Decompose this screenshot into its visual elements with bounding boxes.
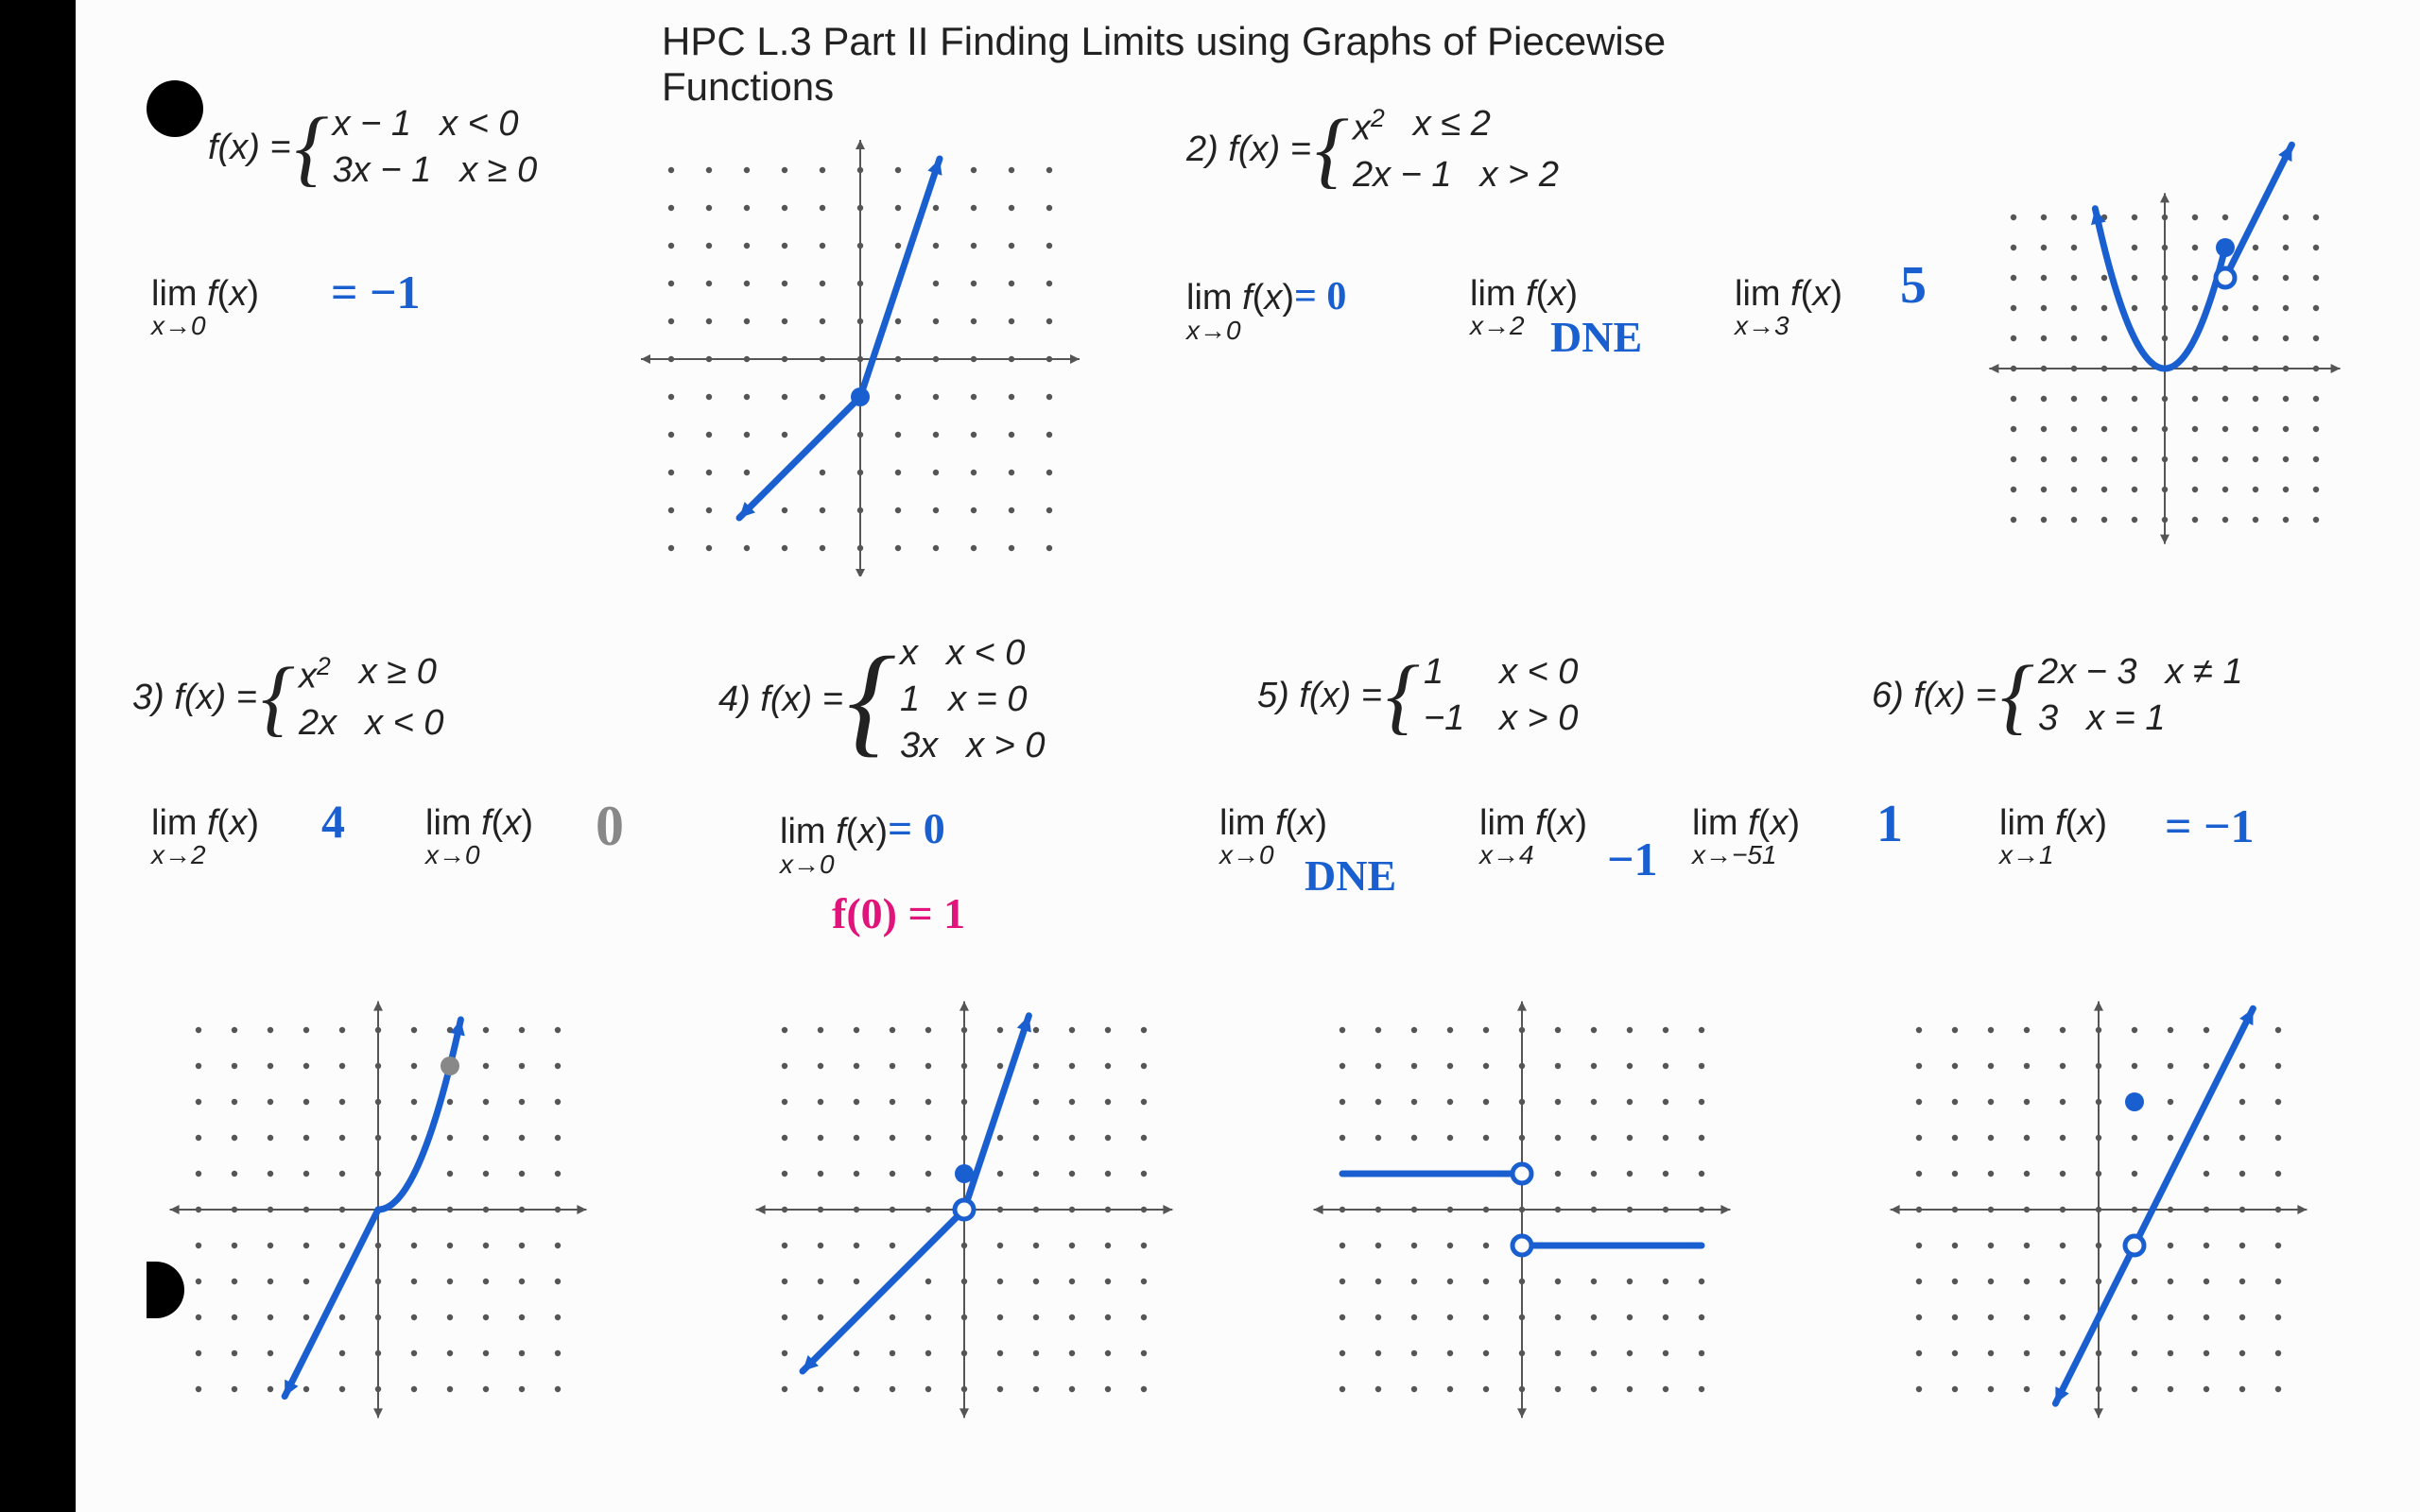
worksheet-page: HPC L.3 Part II Finding Limits using Gra…: [76, 0, 2420, 1512]
answer-p2-c: 5: [1900, 255, 1927, 316]
answer-p3-a: 4: [321, 794, 345, 849]
fx-label: 5) f(x) =: [1257, 676, 1382, 716]
fx-label: 3) f(x) =: [132, 678, 257, 718]
fx-label: 2) f(x) =: [1186, 129, 1311, 170]
problem-6-def: 6) f(x) = { 2x − 3x ≠ 1 3x = 1: [1872, 652, 2243, 739]
answer-p1: = −1: [331, 265, 420, 319]
graph-p4: [718, 954, 1191, 1427]
limit-p3-a: lim f(x) x→2: [151, 803, 259, 870]
fx-label: f(x) =: [208, 128, 291, 168]
limit-p2-a: lim f(x)= 0 x→0: [1186, 274, 1346, 346]
limit-p5-b: lim f(x) x→4: [1479, 803, 1587, 870]
fx-label: 6) f(x) =: [1872, 676, 1996, 716]
graph-p5: [1286, 954, 1758, 1427]
limit-p6: lim f(x) x→1: [1999, 803, 2107, 870]
fx-label: 4) f(x) =: [718, 679, 843, 720]
problem-2-def: 2) f(x) = { x2x ≤ 2 2x − 1x > 2: [1186, 104, 1559, 196]
problem-3-def: 3) f(x) = { x2x ≥ 0 2xx < 0: [132, 652, 444, 744]
limit-p5-c: lim f(x) x→−51: [1692, 803, 1800, 870]
problem-5-def: 5) f(x) = { 1x < 0 −1x > 0: [1257, 652, 1578, 739]
limit-p1: lim f(x) x→0: [151, 274, 259, 341]
graph-p1: [614, 76, 1087, 576]
punch-hole: [147, 80, 203, 137]
answer-p2-b: DNE: [1550, 312, 1642, 362]
graph-p2: [1928, 76, 2401, 576]
limit-p2-c: lim f(x) x→3: [1735, 274, 1842, 341]
problem-1-def: f(x) = { x − 1x < 0 3x − 1x ≥ 0: [208, 104, 537, 191]
answer-p5-a: DNE: [1305, 850, 1396, 901]
answer-p3-b: 0: [596, 794, 624, 859]
answer-p6: = −1: [2165, 799, 2254, 853]
answer-p5-b: −1: [1607, 832, 1658, 886]
extra-p4: f(0) = 1: [832, 888, 965, 938]
problem-4-def: 4) f(x) = { xx < 0 1x = 0 3xx > 0: [718, 633, 1046, 766]
graph-p3: [132, 954, 605, 1427]
graph-p6: [1862, 954, 2335, 1427]
limit-p4: lim f(x)= 0 x→0: [780, 803, 945, 880]
answer-p5-c: 1: [1876, 794, 1903, 854]
limit-p3-b: lim f(x) x→0: [425, 803, 533, 870]
